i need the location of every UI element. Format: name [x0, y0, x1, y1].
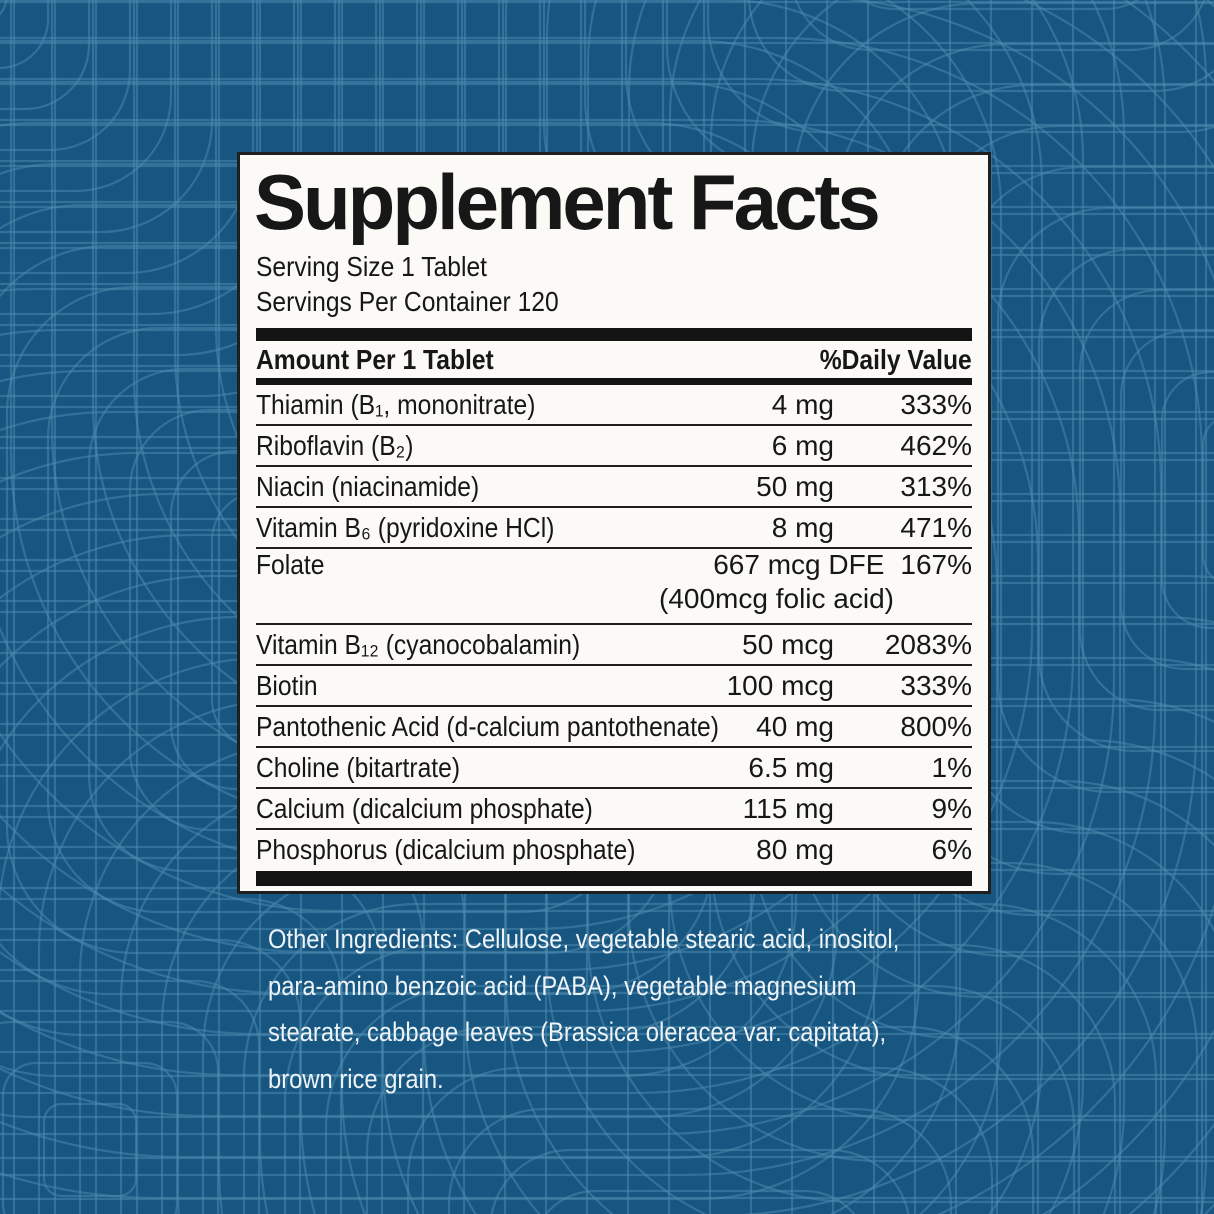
- nutrient-amount: 50 mcg: [742, 628, 834, 660]
- divider-medium: [256, 378, 972, 385]
- divider-thick-bottom: [256, 871, 972, 886]
- other-ingredients-line: stearate, cabbage leaves (Brassica olera…: [268, 1017, 887, 1047]
- other-ingredients-line: brown rice grain.: [268, 1063, 444, 1094]
- nutrient-daily-value: 2083%: [884, 628, 972, 660]
- nutrient-daily-value: 800%: [900, 710, 972, 742]
- nutrient-name: Folate: [256, 549, 325, 580]
- table-row: Vitamin B₁₂ (cyanocobalamin) 50 mcg 2083…: [256, 623, 972, 664]
- nutrient-amount: 115 mg: [742, 792, 834, 824]
- nutrient-name: Vitamin B₁₂ (cyanocobalamin): [256, 628, 581, 660]
- nutrient-daily-value: 9%: [931, 792, 972, 824]
- nutrient-amount: 4 mg: [771, 388, 834, 420]
- nutrient-daily-value: 167%: [900, 549, 972, 580]
- other-ingredients: Other Ingredients: Cellulose, vegetable …: [268, 916, 1028, 1102]
- nutrient-daily-value: 462%: [900, 429, 972, 461]
- nutrient-amount: 100 mcg: [726, 669, 834, 701]
- nutrient-name: Biotin: [256, 669, 318, 701]
- nutrient-amount: 8 mg: [771, 511, 834, 543]
- other-ingredients-line: Other Ingredients: Cellulose, vegetable …: [268, 924, 900, 954]
- table-row: Niacin (niacinamide) 50 mg 313%: [256, 465, 972, 506]
- nutrient-daily-value: 1%: [931, 751, 972, 783]
- table-row: Phosphorus (dicalcium phosphate) 80 mg 6…: [256, 828, 972, 869]
- nutrient-amount: 50 mg: [756, 470, 834, 502]
- nutrient-daily-value: 471%: [900, 511, 972, 543]
- nutrient-name: Calcium (dicalcium phosphate): [256, 792, 593, 824]
- nutrient-note: (400mcg folic acid): [659, 583, 894, 614]
- nutrient-amount: 6.5 mg: [748, 751, 834, 783]
- nutrient-name: Pantothenic Acid (d-calcium pantothenate…: [256, 710, 719, 742]
- table-header: Amount Per 1 Tablet %Daily Value: [256, 341, 972, 378]
- table-row: Riboflavin (B₂) 6 mg 462%: [256, 424, 972, 465]
- nutrient-name: Niacin (niacinamide): [256, 470, 480, 502]
- table-header-daily-value: %Daily Value: [819, 343, 972, 375]
- table-row: Thiamin (B₁, mononitrate) 4 mg 333%: [256, 385, 972, 424]
- nutrient-amount: 40 mg: [756, 710, 834, 742]
- panel-title: Supplement Facts: [254, 158, 881, 246]
- nutrient-amount: 6 mg: [771, 429, 834, 461]
- table-row: Calcium (dicalcium phosphate) 115 mg 9%: [256, 787, 972, 828]
- serving-size: Serving Size 1 Tablet: [256, 251, 488, 282]
- table-row: Vitamin B₆ (pyridoxine HCl) 8 mg 471%: [256, 506, 972, 547]
- nutrient-daily-value: 6%: [931, 833, 972, 865]
- nutrient-name: Phosphorus (dicalcium phosphate): [256, 833, 636, 865]
- table-row: Biotin 100 mcg 333%: [256, 664, 972, 705]
- table-header-amount: Amount Per 1 Tablet: [256, 343, 494, 375]
- servings-per-container: Servings Per Container 120: [256, 286, 559, 317]
- nutrient-amount: 80 mg: [756, 833, 834, 865]
- nutrient-name: Vitamin B₆ (pyridoxine HCl): [256, 511, 555, 543]
- nutrient-daily-value: 313%: [900, 470, 972, 502]
- table-row: Choline (bitartrate) 6.5 mg 1%: [256, 746, 972, 787]
- table-row: Folate 667 mcg DFE 167% (400mcg folic ac…: [256, 547, 972, 623]
- supplement-facts-panel: Supplement Facts Serving Size 1 Tablet S…: [237, 152, 991, 894]
- divider-thick-top: [256, 328, 972, 341]
- nutrient-amount: 667 mcg DFE: [713, 549, 885, 580]
- nutrient-daily-value: 333%: [900, 388, 972, 420]
- table-row: Pantothenic Acid (d-calcium pantothenate…: [256, 705, 972, 746]
- nutrient-name: Thiamin (B₁, mononitrate): [256, 388, 536, 420]
- other-ingredients-line: para-amino benzoic acid (PABA), vegetabl…: [268, 970, 857, 1001]
- nutrient-name: Riboflavin (B₂): [256, 429, 414, 461]
- nutrient-name: Choline (bitartrate): [256, 751, 461, 783]
- nutrient-daily-value: 333%: [900, 669, 972, 701]
- nutrient-table: Thiamin (B₁, mononitrate) 4 mg 333% Ribo…: [256, 385, 972, 869]
